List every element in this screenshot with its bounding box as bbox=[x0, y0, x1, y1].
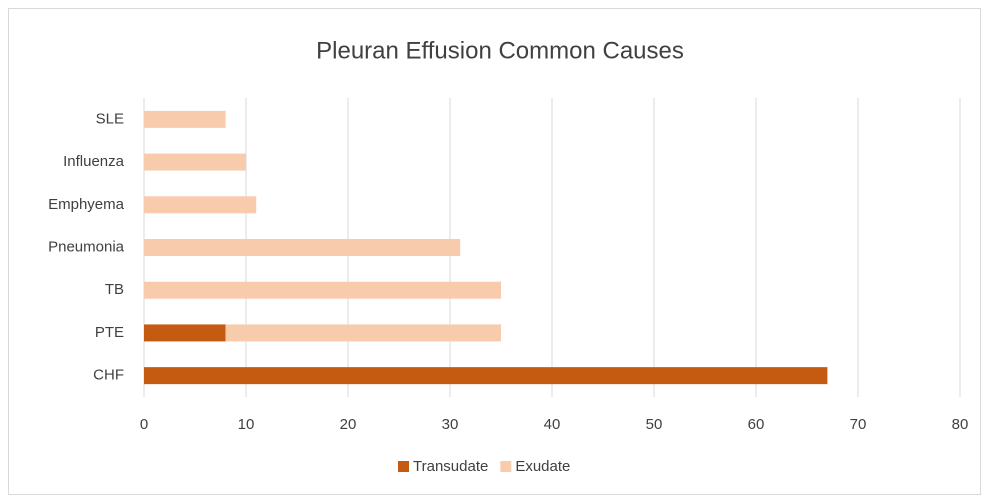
bar bbox=[144, 110, 226, 128]
x-tick-label: 10 bbox=[238, 416, 255, 433]
legend-swatch bbox=[500, 461, 512, 472]
y-tick-label: Influenza bbox=[63, 153, 125, 170]
bar bbox=[144, 281, 501, 299]
bar bbox=[144, 153, 246, 171]
y-tick-label: PTE bbox=[95, 324, 124, 341]
x-tick-label: 0 bbox=[140, 416, 148, 433]
bar bbox=[144, 196, 257, 214]
y-tick-label: CHF bbox=[93, 367, 124, 384]
legend-label: Exudate bbox=[515, 458, 570, 475]
x-tick-label: 60 bbox=[748, 416, 765, 433]
y-tick-label: TB bbox=[105, 281, 124, 298]
y-tick-label: SLE bbox=[96, 110, 124, 127]
x-tick-label: 80 bbox=[952, 416, 969, 433]
bar bbox=[225, 324, 501, 342]
x-tick-label: 30 bbox=[442, 416, 459, 433]
x-tick-label: 70 bbox=[850, 416, 867, 433]
x-tick-label: 20 bbox=[340, 416, 357, 433]
y-tick-label: Pneumonia bbox=[48, 238, 125, 255]
bar bbox=[144, 324, 226, 342]
chart-title: Pleuran Effusion Common Causes bbox=[316, 37, 684, 64]
x-tick-label: 50 bbox=[646, 416, 663, 433]
bar bbox=[144, 367, 828, 385]
y-tick-label: Emphyema bbox=[48, 196, 125, 213]
x-tick-label: 40 bbox=[544, 416, 561, 433]
bar bbox=[144, 239, 461, 256]
legend-swatch bbox=[398, 461, 409, 472]
legend-label: Transudate bbox=[413, 458, 488, 475]
